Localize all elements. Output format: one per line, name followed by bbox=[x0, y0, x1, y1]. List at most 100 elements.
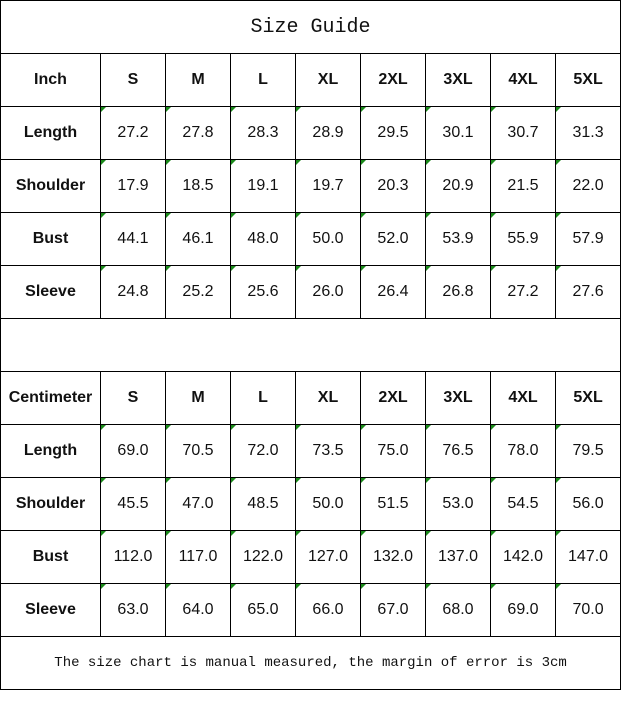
size-header-l: L bbox=[230, 53, 296, 107]
measurement-value: 30.7 bbox=[490, 106, 556, 160]
measurement-value: 68.0 bbox=[425, 583, 491, 637]
measurement-value: 25.2 bbox=[165, 265, 231, 319]
measurement-label: Length bbox=[0, 106, 101, 160]
measurement-value: 22.0 bbox=[554, 159, 621, 213]
measurement-value: 26.0 bbox=[295, 265, 361, 319]
size-header-m: M bbox=[165, 53, 231, 107]
measurement-value: 75.0 bbox=[360, 424, 426, 478]
measurement-value: 127.0 bbox=[295, 530, 361, 584]
measurement-value: 78.0 bbox=[490, 424, 556, 478]
inch-unit-label: Inch bbox=[0, 53, 101, 107]
measurement-value: 21.5 bbox=[490, 159, 556, 213]
measurement-label: Sleeve bbox=[0, 265, 101, 319]
measurement-value: 147.0 bbox=[554, 530, 621, 584]
table-row: Shoulder 17.9 18.5 19.1 19.7 20.3 20.9 21.5 22.0 bbox=[0, 159, 621, 213]
measurement-value: 112.0 bbox=[100, 530, 166, 584]
measurement-value: 30.1 bbox=[425, 106, 491, 160]
measurement-value: 27.6 bbox=[554, 265, 621, 319]
measurement-value: 142.0 bbox=[490, 530, 556, 584]
measurement-value: 67.0 bbox=[360, 583, 426, 637]
measurement-value: 79.5 bbox=[554, 424, 621, 478]
measurement-value: 65.0 bbox=[230, 583, 296, 637]
table-row: Sleeve 63.0 64.0 65.0 66.0 67.0 68.0 69.0 70.0 bbox=[0, 583, 621, 637]
measurement-value: 20.9 bbox=[425, 159, 491, 213]
size-header-5xl: 5XL bbox=[554, 371, 621, 425]
measurement-value: 54.5 bbox=[490, 477, 556, 531]
size-header-xl: XL bbox=[295, 53, 361, 107]
measurement-value: 55.9 bbox=[490, 212, 556, 266]
measurement-value: 19.7 bbox=[295, 159, 361, 213]
blank-spacer bbox=[0, 318, 621, 372]
measurement-value: 69.0 bbox=[490, 583, 556, 637]
measurement-value: 31.3 bbox=[554, 106, 621, 160]
measurement-value: 46.1 bbox=[165, 212, 231, 266]
measurement-value: 26.8 bbox=[425, 265, 491, 319]
spacer-row bbox=[0, 318, 621, 372]
measurement-value: 18.5 bbox=[165, 159, 231, 213]
measurement-value: 27.8 bbox=[165, 106, 231, 160]
table-row: Sleeve 24.8 25.2 25.6 26.0 26.4 26.8 27.2 27.6 bbox=[0, 265, 621, 319]
table-row: Length 27.2 27.8 28.3 28.9 29.5 30.1 30.7 31.3 bbox=[0, 106, 621, 160]
measurement-value: 19.1 bbox=[230, 159, 296, 213]
measurement-value: 72.0 bbox=[230, 424, 296, 478]
measurement-value: 50.0 bbox=[295, 477, 361, 531]
size-header-4xl: 4XL bbox=[490, 53, 556, 107]
measurement-value: 63.0 bbox=[100, 583, 166, 637]
note-row: The size chart is manual measured, the m… bbox=[0, 636, 621, 690]
table-row: Bust 112.0 117.0 122.0 127.0 132.0 137.0 142.0 1… bbox=[0, 530, 621, 584]
measurement-value: 51.5 bbox=[360, 477, 426, 531]
table-row: Length 69.0 70.5 72.0 73.5 75.0 76.5 78.0 79.5 bbox=[0, 424, 621, 478]
measurement-value: 24.8 bbox=[100, 265, 166, 319]
size-header-5xl: 5XL bbox=[554, 53, 621, 107]
size-header-4xl: 4XL bbox=[490, 371, 556, 425]
table-row: Shoulder 45.5 47.0 48.5 50.0 51.5 53.0 54.5 56.0 bbox=[0, 477, 621, 531]
measurement-value: 28.9 bbox=[295, 106, 361, 160]
measurement-value: 53.9 bbox=[425, 212, 491, 266]
measurement-value: 45.5 bbox=[100, 477, 166, 531]
measurement-value: 27.2 bbox=[490, 265, 556, 319]
measurement-value: 73.5 bbox=[295, 424, 361, 478]
measurement-value: 122.0 bbox=[230, 530, 296, 584]
size-header-m: M bbox=[165, 371, 231, 425]
measurement-label: Sleeve bbox=[0, 583, 101, 637]
centimeter-header-row: Centimeter S M L XL 2XL 3XL 4XL 5XL bbox=[0, 371, 621, 425]
measurement-value: 50.0 bbox=[295, 212, 361, 266]
measurement-value: 57.9 bbox=[554, 212, 621, 266]
measurement-value: 48.5 bbox=[230, 477, 296, 531]
measurement-value: 52.0 bbox=[360, 212, 426, 266]
measurement-value: 25.6 bbox=[230, 265, 296, 319]
measurement-value: 17.9 bbox=[100, 159, 166, 213]
size-header-2xl: 2XL bbox=[360, 371, 426, 425]
measurement-value: 117.0 bbox=[165, 530, 231, 584]
measurement-value: 26.4 bbox=[360, 265, 426, 319]
measurement-value: 44.1 bbox=[100, 212, 166, 266]
size-header-s: S bbox=[100, 53, 166, 107]
measurement-value: 137.0 bbox=[425, 530, 491, 584]
measurement-value: 28.3 bbox=[230, 106, 296, 160]
size-header-2xl: 2XL bbox=[360, 53, 426, 107]
measurement-value: 48.0 bbox=[230, 212, 296, 266]
measurement-value: 66.0 bbox=[295, 583, 361, 637]
measurement-label: Shoulder bbox=[0, 159, 101, 213]
measurement-value: 132.0 bbox=[360, 530, 426, 584]
measurement-value: 53.0 bbox=[425, 477, 491, 531]
measurement-value: 70.0 bbox=[554, 583, 621, 637]
size-header-xl: XL bbox=[295, 371, 361, 425]
measurement-label: Shoulder bbox=[0, 477, 101, 531]
size-header-s: S bbox=[100, 371, 166, 425]
measurement-value: 69.0 bbox=[100, 424, 166, 478]
measurement-value: 27.2 bbox=[100, 106, 166, 160]
size-header-3xl: 3XL bbox=[425, 371, 491, 425]
measurement-label: Bust bbox=[0, 212, 101, 266]
size-header-l: L bbox=[230, 371, 296, 425]
measurement-note: The size chart is manual measured, the m… bbox=[0, 636, 621, 690]
measurement-value: 64.0 bbox=[165, 583, 231, 637]
measurement-value: 47.0 bbox=[165, 477, 231, 531]
size-guide-title: Size Guide bbox=[0, 0, 621, 54]
centimeter-unit-label: Centimeter bbox=[0, 371, 101, 425]
measurement-value: 29.5 bbox=[360, 106, 426, 160]
measurement-label: Length bbox=[0, 424, 101, 478]
inch-header-row: Inch S M L XL 2XL 3XL 4XL 5XL bbox=[0, 53, 621, 107]
measurement-label: Bust bbox=[0, 530, 101, 584]
